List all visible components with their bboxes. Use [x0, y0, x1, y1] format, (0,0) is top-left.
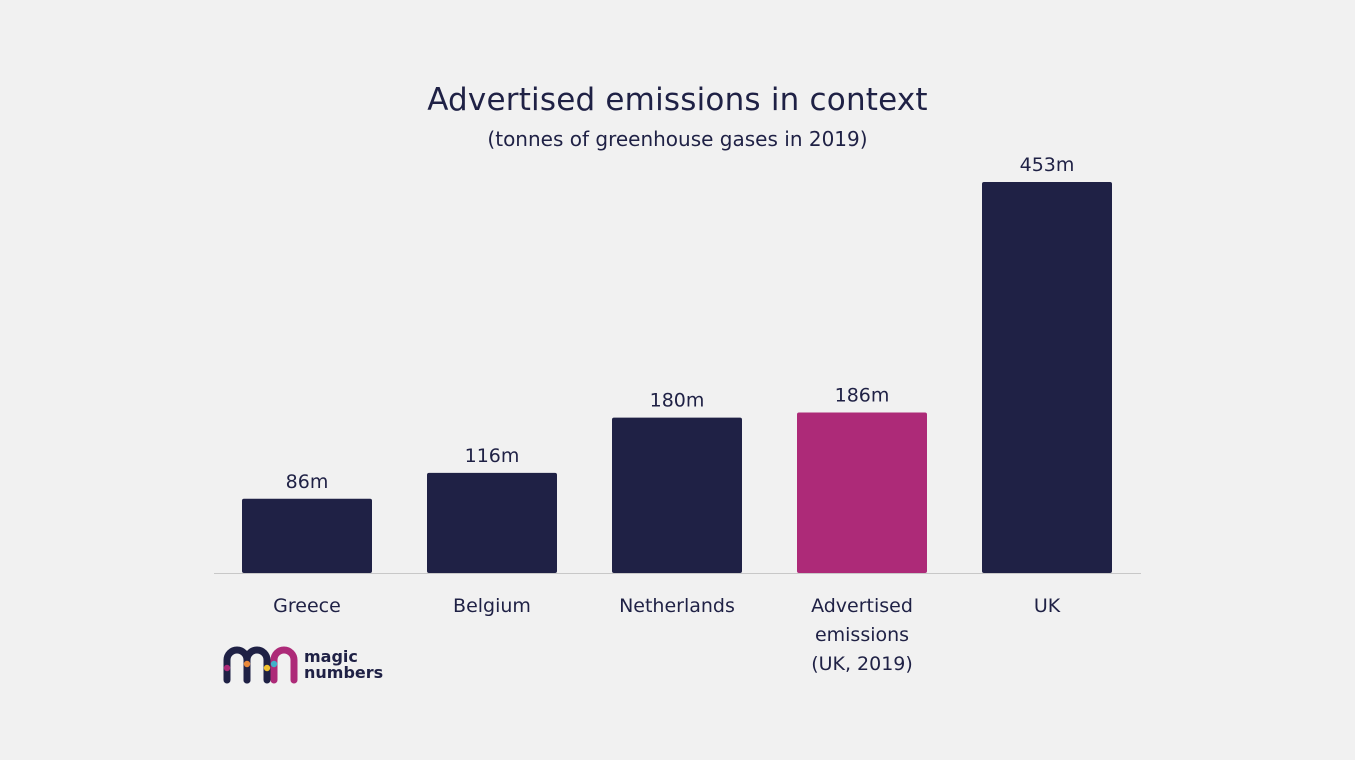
- magic-numbers-logo-icon: [223, 646, 298, 684]
- chart-title: Advertised emissions in context: [427, 82, 928, 118]
- chart-subtitle: (tonnes of greenhouse gases in 2019): [487, 127, 868, 151]
- category-label-3-2: (UK, 2019): [811, 653, 913, 675]
- bar-4: [982, 182, 1112, 573]
- bar-3: [797, 412, 927, 573]
- bar-value-label-4: 453m: [1020, 154, 1075, 176]
- category-label-0-0: Greece: [273, 595, 341, 617]
- bar-value-label-1: 116m: [465, 445, 520, 467]
- bar-1: [427, 472, 557, 573]
- category-label-1-0: Belgium: [453, 595, 531, 617]
- category-label-2-0: Netherlands: [619, 595, 735, 617]
- brand-name-line2: numbers: [304, 663, 384, 682]
- brand-name-line1: magic: [304, 647, 358, 666]
- brand-logo: magic numbers: [222, 644, 392, 684]
- category-label-3-1: emissions: [815, 624, 909, 646]
- bar-value-label-2: 180m: [650, 390, 705, 412]
- bar-0: [242, 498, 372, 573]
- bar-value-label-0: 86m: [286, 471, 329, 493]
- bar-2: [612, 417, 742, 573]
- category-label-3-0: Advertised: [811, 595, 913, 617]
- category-label-4-0: UK: [1034, 595, 1061, 617]
- bar-value-label-3: 186m: [835, 384, 890, 406]
